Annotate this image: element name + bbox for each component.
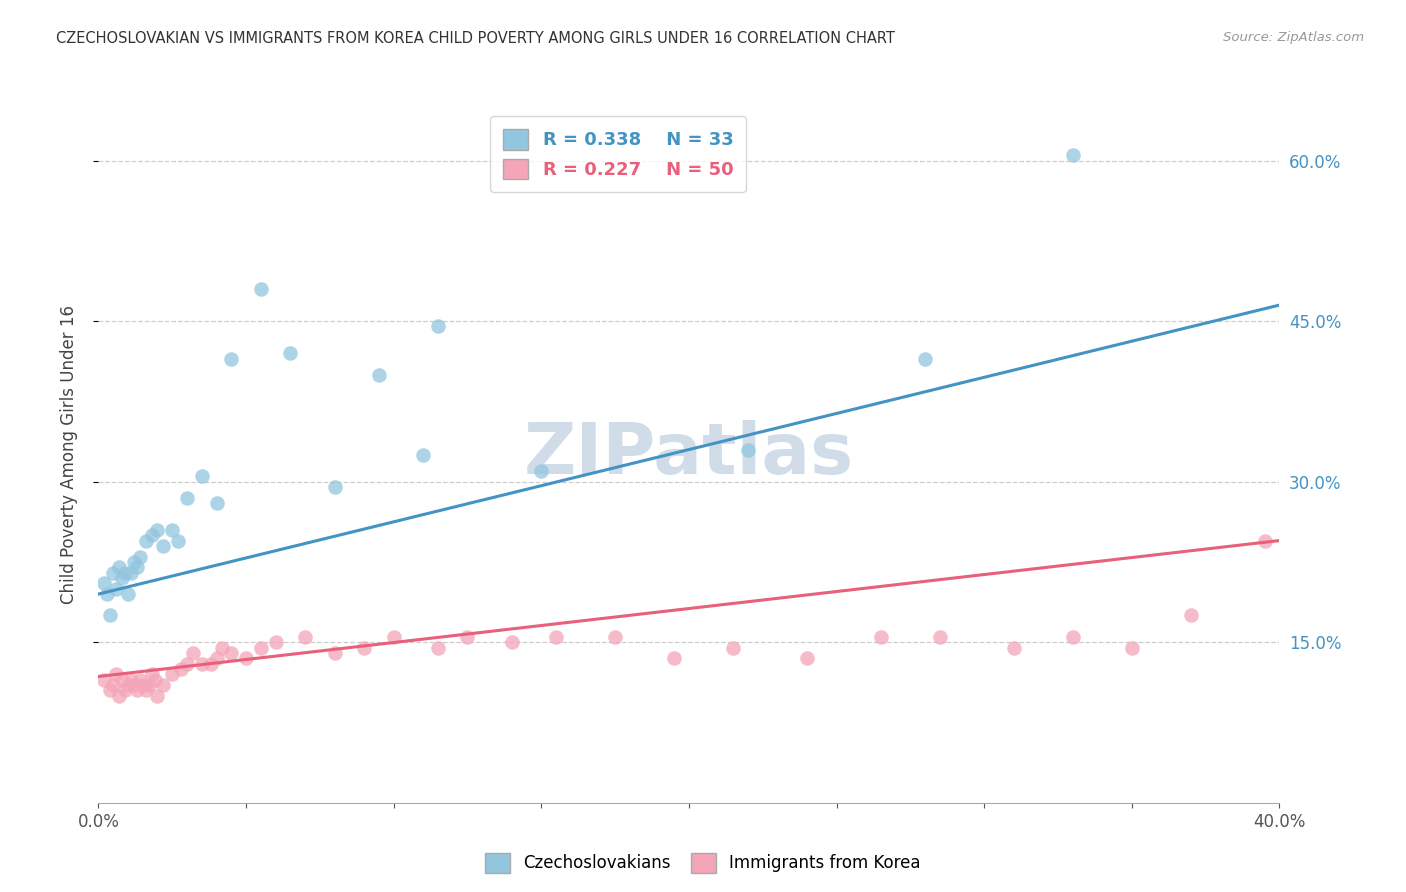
Point <box>111 673 134 687</box>
Point <box>278 346 302 360</box>
Point <box>219 646 242 660</box>
Point <box>219 351 242 366</box>
Point <box>264 635 287 649</box>
Point <box>117 587 139 601</box>
Point <box>250 640 273 655</box>
Point <box>1062 148 1084 162</box>
Point <box>108 560 131 574</box>
Point <box>530 464 553 478</box>
Point <box>128 549 150 564</box>
Point <box>114 683 136 698</box>
Point <box>382 630 405 644</box>
Point <box>141 667 163 681</box>
Point <box>250 282 273 296</box>
Point <box>1062 630 1084 644</box>
Point <box>98 608 121 623</box>
Point <box>235 651 257 665</box>
Point <box>546 630 568 644</box>
Point <box>162 667 183 681</box>
Point <box>108 689 131 703</box>
Point <box>120 566 142 580</box>
Point <box>125 683 148 698</box>
Point <box>323 480 346 494</box>
Point <box>205 496 228 510</box>
Point <box>368 368 391 382</box>
Point <box>456 630 478 644</box>
Point <box>93 576 115 591</box>
Point <box>146 689 169 703</box>
Point <box>93 673 115 687</box>
Y-axis label: Child Poverty Among Girls Under 16: Child Poverty Among Girls Under 16 <box>59 305 77 605</box>
Point <box>427 319 450 334</box>
Point <box>103 566 125 580</box>
Point <box>105 667 128 681</box>
Legend: Czechoslovakians, Immigrants from Korea: Czechoslovakians, Immigrants from Korea <box>478 847 928 880</box>
Point <box>1180 608 1202 623</box>
Point <box>1121 640 1143 655</box>
Point <box>105 582 128 596</box>
Point <box>167 533 190 548</box>
Point <box>796 651 818 665</box>
Point <box>141 528 163 542</box>
Point <box>664 651 686 665</box>
Point <box>103 678 125 692</box>
Point <box>128 673 150 687</box>
Point <box>143 673 166 687</box>
Text: Source: ZipAtlas.com: Source: ZipAtlas.com <box>1223 31 1364 45</box>
Point <box>211 640 233 655</box>
Point <box>122 555 145 569</box>
Point <box>605 630 627 644</box>
Point <box>205 651 228 665</box>
Point <box>323 646 346 660</box>
Point <box>152 539 174 553</box>
Point <box>132 678 155 692</box>
Point <box>114 566 136 580</box>
Point <box>427 640 450 655</box>
Point <box>353 640 375 655</box>
Point <box>152 678 174 692</box>
Point <box>135 683 157 698</box>
Point <box>146 523 169 537</box>
Point <box>176 657 198 671</box>
Legend: R = 0.338    N = 33, R = 0.227    N = 50: R = 0.338 N = 33, R = 0.227 N = 50 <box>491 116 747 192</box>
Point <box>737 442 759 457</box>
Point <box>869 630 891 644</box>
Point <box>191 657 214 671</box>
Point <box>135 533 157 548</box>
Point <box>928 630 950 644</box>
Point <box>200 657 222 671</box>
Point <box>120 673 142 687</box>
Point <box>723 640 745 655</box>
Point <box>181 646 204 660</box>
Point <box>294 630 316 644</box>
Point <box>191 469 214 483</box>
Point <box>1002 640 1025 655</box>
Text: ZIPatlas: ZIPatlas <box>524 420 853 490</box>
Point <box>1254 533 1277 548</box>
Point <box>138 678 160 692</box>
Point <box>914 351 936 366</box>
Point <box>117 678 139 692</box>
Point <box>176 491 198 505</box>
Text: CZECHOSLOVAKIAN VS IMMIGRANTS FROM KOREA CHILD POVERTY AMONG GIRLS UNDER 16 CORR: CZECHOSLOVAKIAN VS IMMIGRANTS FROM KOREA… <box>56 31 896 46</box>
Point <box>98 683 121 698</box>
Point <box>412 448 434 462</box>
Point <box>125 560 148 574</box>
Point <box>122 678 145 692</box>
Point <box>162 523 183 537</box>
Point <box>96 587 118 601</box>
Point <box>170 662 193 676</box>
Point <box>501 635 523 649</box>
Point <box>111 571 134 585</box>
